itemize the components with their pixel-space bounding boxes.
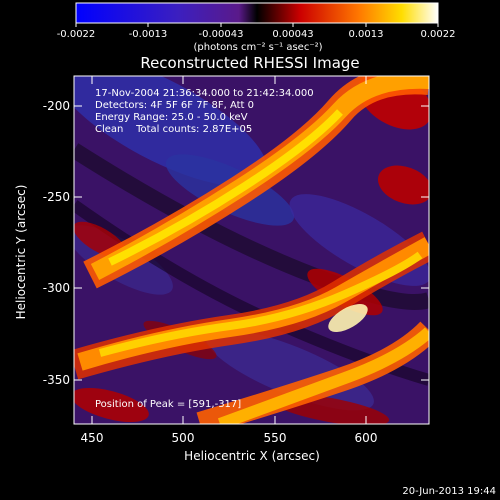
y-tick-label: -350 bbox=[43, 373, 70, 387]
x-tick-label: 450 bbox=[81, 431, 104, 445]
colorbar-tick-1: -0.0013 bbox=[129, 29, 168, 40]
x-tick-label: 500 bbox=[172, 431, 195, 445]
heatmap-image bbox=[74, 76, 429, 424]
colorbar-ticks bbox=[75, 23, 439, 27]
colorbar-unit: (photons cm⁻² s⁻¹ asec⁻²) bbox=[193, 42, 322, 53]
info-clean-counts: Clean Total counts: 2.87E+05 bbox=[95, 124, 252, 135]
info-energy-range: Energy Range: 25.0 - 50.0 keV bbox=[95, 112, 248, 123]
y-tick-label: -300 bbox=[43, 281, 70, 295]
y-tick-label: -200 bbox=[43, 99, 70, 113]
colorbar bbox=[75, 2, 439, 24]
info-time-range: 17-Nov-2004 21:36:34.000 to 21:42:34.000 bbox=[95, 88, 314, 99]
colorbar-tick-0: -0.0022 bbox=[57, 29, 96, 40]
x-tick-label: 550 bbox=[264, 431, 287, 445]
x-axis-ticks bbox=[91, 76, 367, 424]
y-axis-label: Heliocentric Y (arcsec) bbox=[14, 185, 28, 320]
peak-position: Position of Peak = [591,-317] bbox=[95, 399, 241, 410]
y-tick-label: -250 bbox=[43, 190, 70, 204]
colorbar-tick-4: 0.0013 bbox=[349, 29, 384, 40]
x-axis-label: Heliocentric X (arcsec) bbox=[184, 449, 320, 463]
colorbar-tick-2: -0.00043 bbox=[199, 29, 244, 40]
colorbar-tick-3: 0.00043 bbox=[272, 29, 313, 40]
chart-title: Reconstructed RHESSI Image bbox=[140, 54, 359, 72]
plot-frame bbox=[73, 75, 430, 425]
colorbar-tick-5: 0.0022 bbox=[421, 29, 456, 40]
x-tick-label: 600 bbox=[355, 431, 378, 445]
info-detectors: Detectors: 4F 5F 6F 7F 8F, Att 0 bbox=[95, 100, 254, 111]
y-axis-ticks bbox=[74, 105, 429, 381]
footer-timestamp: 20-Jun-2013 19:44 bbox=[402, 486, 496, 497]
